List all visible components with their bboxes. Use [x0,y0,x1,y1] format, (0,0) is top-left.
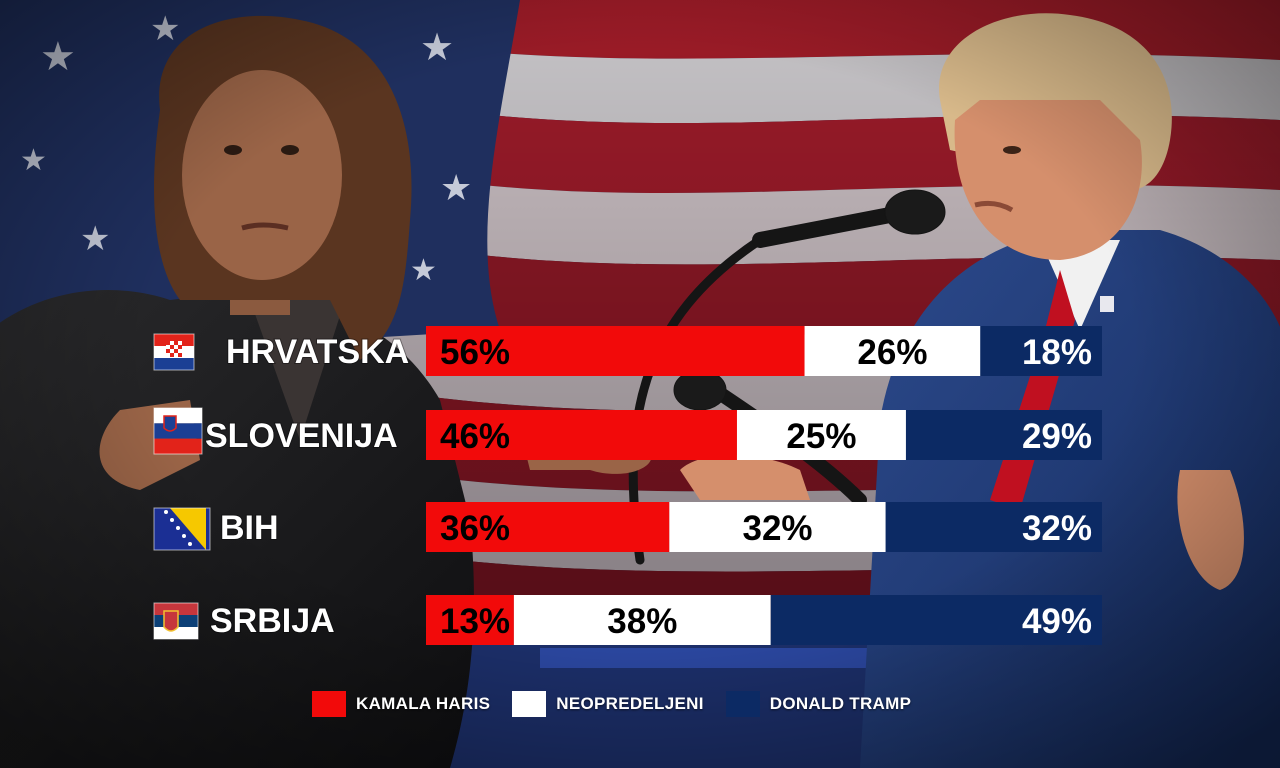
bar-segment-undecided [736,410,906,460]
bar-segment-undecided [513,595,771,645]
poll-row: BIH 36% 32% 32% [153,502,1102,552]
bosnia-flag-icon [153,507,211,551]
poll-row: SLOVENIJA 46% 25% 29% [153,407,1102,460]
bar-value-undecided: 38% [607,602,677,641]
country-label: BIH [220,509,279,547]
bar-value-trump: 32% [1022,509,1092,548]
bar-segment-harris [426,502,670,552]
legend-swatch-undecided [512,691,547,717]
country-label: SRBIJA [210,602,335,640]
legend-item-harris: KAMALA HARIS [312,691,490,717]
bar-value-harris: 36% [440,509,510,548]
slovenia-flag-icon [153,407,203,455]
legend-item-undecided: NEOPREDELJENI [512,691,704,717]
legend-swatch-harris [312,691,346,717]
bar-value-trump: 49% [1022,602,1092,641]
legend-item-trump: DONALD TRAMP [725,691,912,717]
bar-segment-undecided [804,326,981,376]
chart-legend: KAMALA HARIS NEOPREDELJENI DONALD TRAMP [312,690,933,718]
bar-segment-trump [885,502,1102,552]
bar-value-harris: 46% [440,417,510,456]
legend-label-undecided: NEOPREDELJENI [556,694,704,713]
bar-value-harris: 13% [440,602,510,641]
country-label: SLOVENIJA [205,417,398,455]
legend-label-trump: DONALD TRAMP [769,694,912,713]
bar-value-undecided: 26% [857,333,927,372]
bar-value-undecided: 32% [742,509,812,548]
country-label: HRVATSKA [226,333,409,371]
legend-label-harris: KAMALA HARIS [356,694,491,713]
bar-value-harris: 56% [440,333,510,372]
poll-row: SRBIJA 13% 38% 49% [153,595,1102,645]
bar-value-trump: 18% [1022,333,1092,372]
bar-segment-undecided [669,502,886,552]
bar-segment-harris [426,410,737,460]
legend-swatch-trump [725,691,760,717]
bar-segment-harris [426,595,514,645]
bar-segment-trump [905,410,1102,460]
bar-value-trump: 29% [1022,417,1092,456]
bar-value-undecided: 25% [786,417,856,456]
bar-segment-trump [980,326,1102,376]
bar-segment-trump [770,595,1102,645]
croatia-flag-icon [153,333,195,371]
poll-row: HRVATSKA 56% 26% 18% [153,326,1102,376]
serbia-flag-icon [153,602,199,640]
bar-segment-harris [426,326,805,376]
